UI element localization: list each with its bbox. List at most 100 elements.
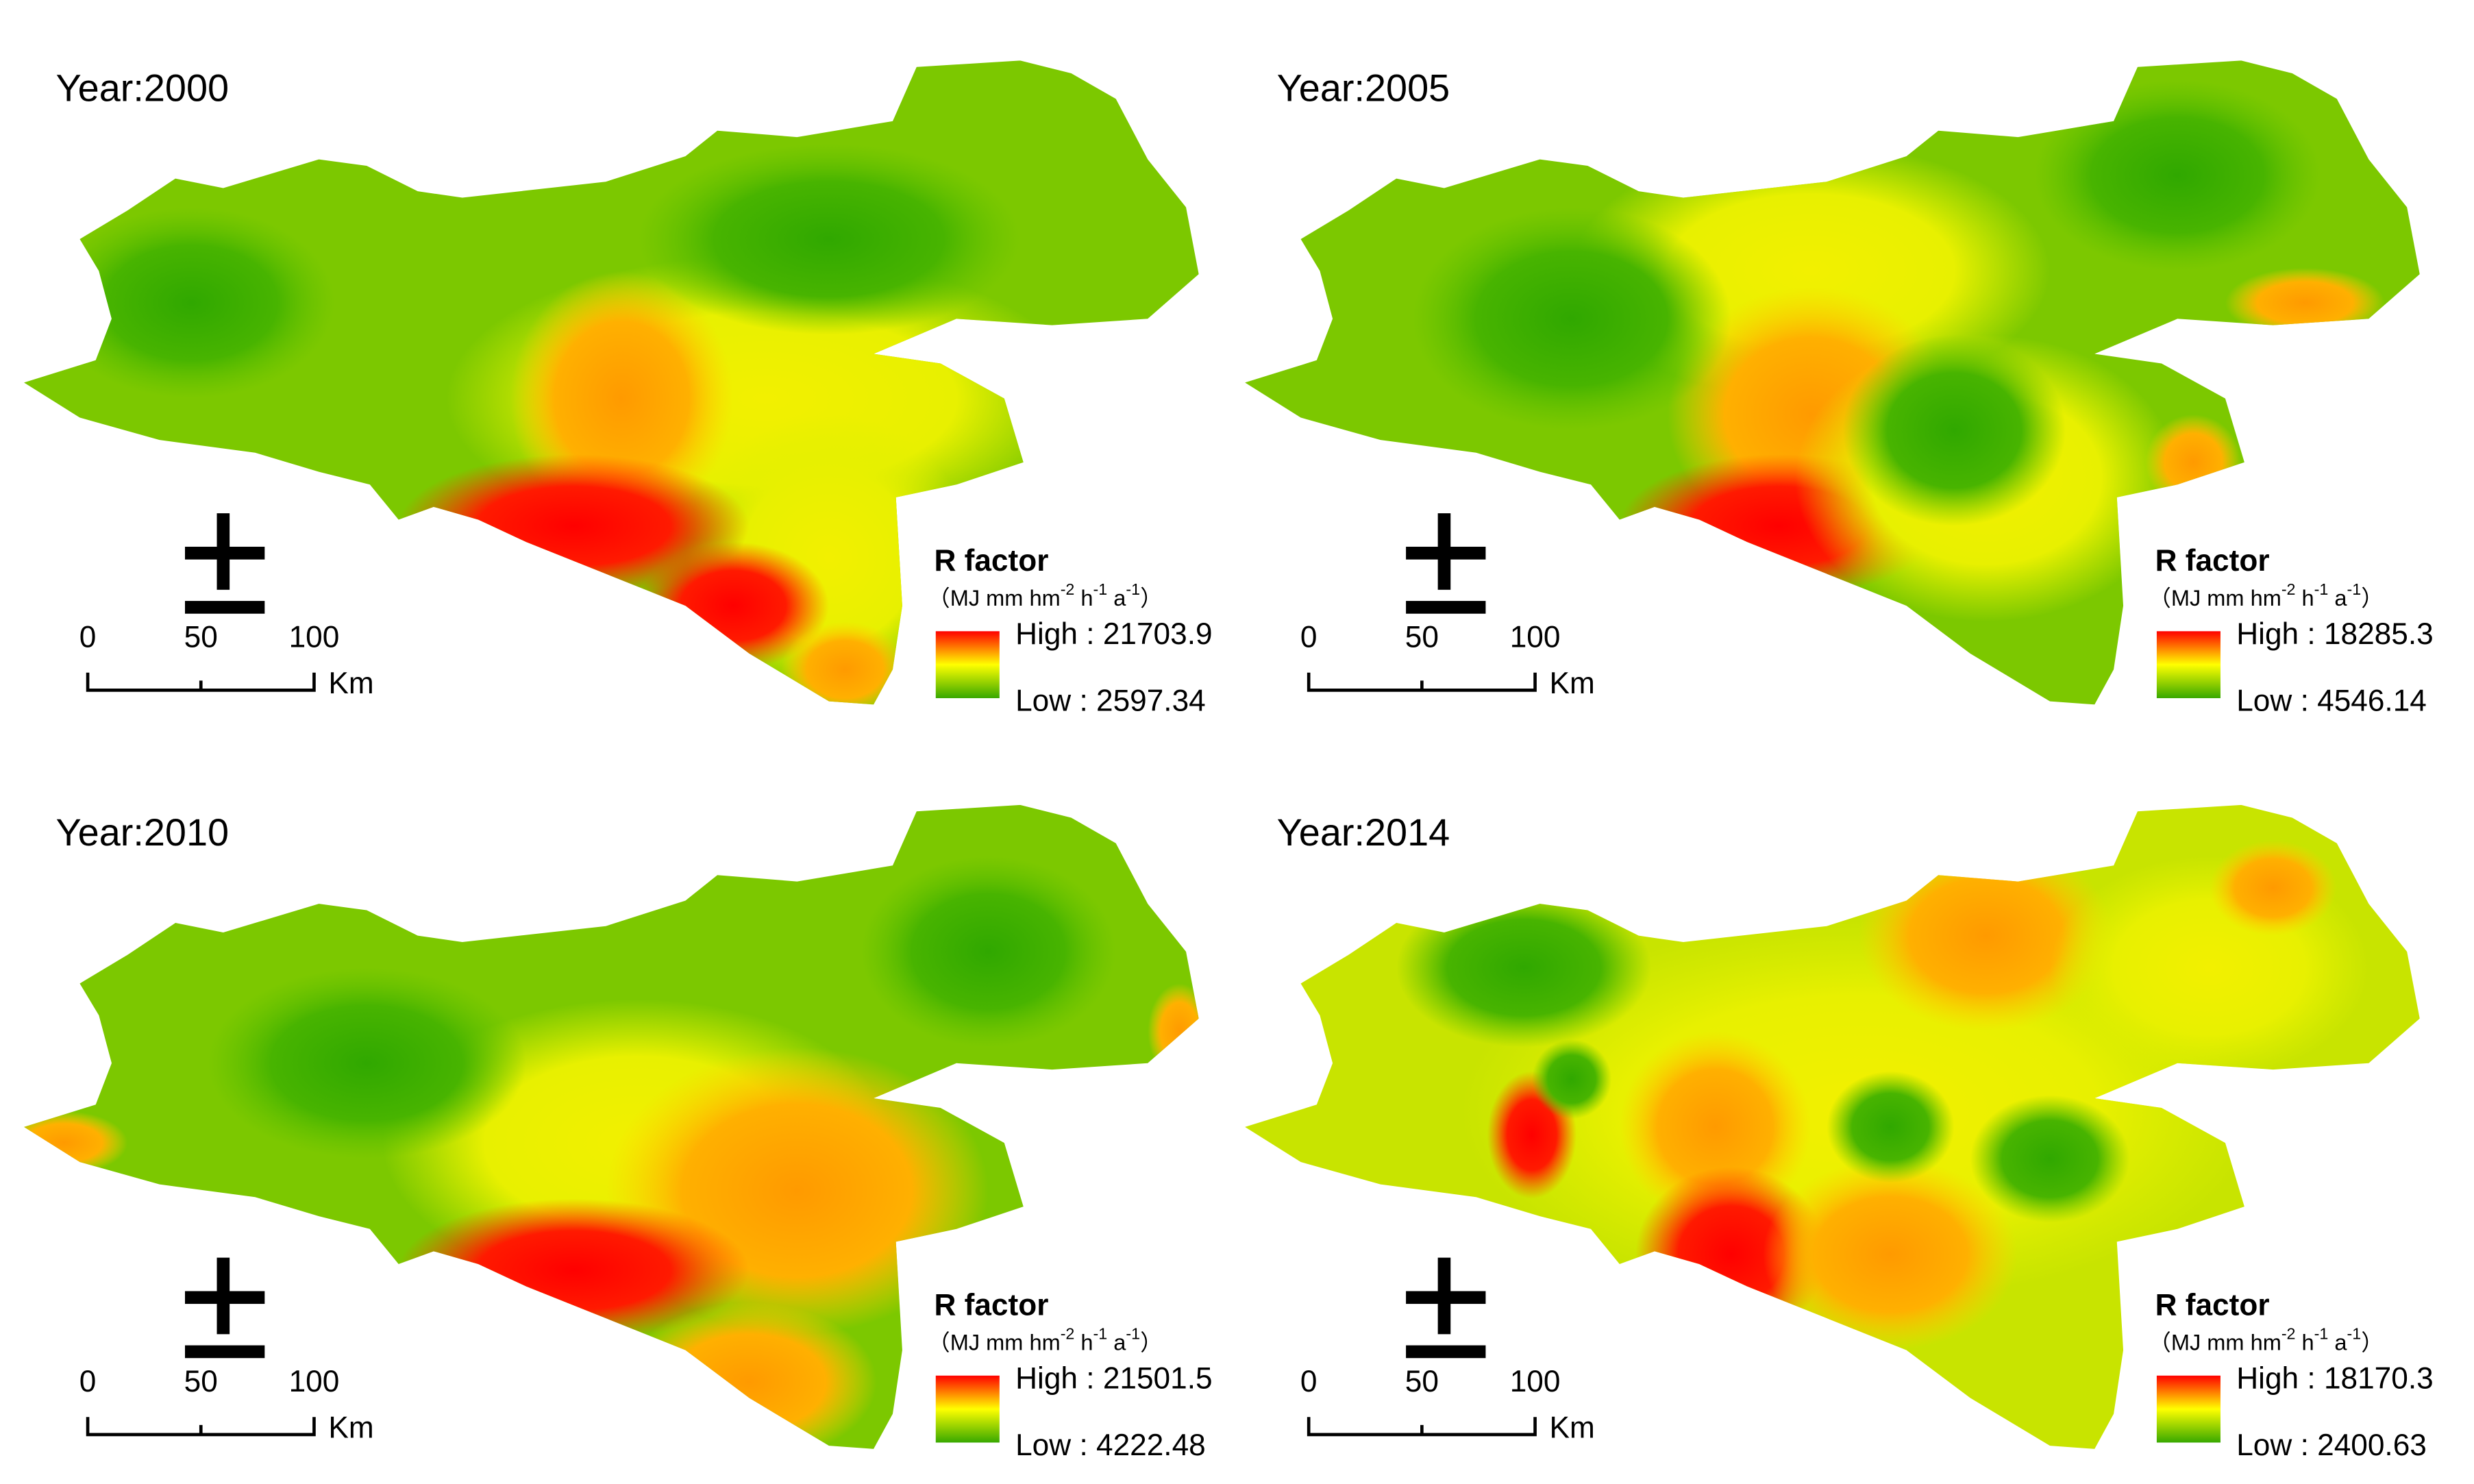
legend-low: Low : 4222.48 xyxy=(1015,1429,1206,1462)
scale-bar xyxy=(1307,672,1537,692)
map-field xyxy=(1827,1071,1955,1183)
scale-unit: Km xyxy=(1550,1411,1595,1445)
map-field xyxy=(1858,840,2114,1032)
scale-label: 50 xyxy=(184,621,218,654)
north-arrow xyxy=(184,601,265,614)
legend-unit-part: -1 xyxy=(1126,1324,1140,1342)
legend-high: High : 21501.5 xyxy=(1015,1361,1212,1395)
legend-ramp xyxy=(935,631,1000,699)
panel-title: Year:2000 xyxy=(56,66,230,109)
legend-unit: （MJ mm hm-2 h-1 a-1） xyxy=(928,580,1163,610)
legend-unit-part: -1 xyxy=(2314,1324,2329,1342)
scale-bar xyxy=(86,1417,316,1437)
north-arrow xyxy=(1406,1345,1486,1359)
legend-unit-part: ） xyxy=(1140,585,1163,610)
legend-low: Low : 2400.63 xyxy=(2236,1429,2427,1462)
legend-unit-part: -1 xyxy=(1126,580,1140,598)
legend-unit-part: a xyxy=(1107,1330,1126,1355)
legend-title: R factor xyxy=(2155,1288,2270,1322)
legend-unit-part: -2 xyxy=(2281,1324,2296,1342)
scale-label: 0 xyxy=(79,621,97,654)
panel-title: Year:2005 xyxy=(1277,66,1450,109)
legend-ramp xyxy=(2156,1375,2221,1443)
scale-label: 0 xyxy=(1300,1365,1318,1398)
legend-unit-part: -1 xyxy=(1093,1324,1108,1342)
north-arrow xyxy=(1406,1291,1486,1304)
scale-unit: Km xyxy=(1550,667,1595,700)
map-field xyxy=(1842,334,2066,526)
map-field xyxy=(1970,1095,2130,1223)
legend-ramp xyxy=(2156,631,2221,699)
scale-label: 100 xyxy=(1510,1365,1561,1398)
legend-unit-part: -1 xyxy=(2347,1324,2362,1342)
map-field xyxy=(861,856,1116,1048)
legend-unit-part: ） xyxy=(2361,1330,2384,1355)
map-field xyxy=(2033,79,2321,271)
legend-low: Low : 2597.34 xyxy=(1015,684,1206,718)
map-field xyxy=(1531,1039,1612,1120)
legend-unit-part: -2 xyxy=(1061,580,1075,598)
legend-unit-part: a xyxy=(1107,585,1126,610)
map-field xyxy=(2225,267,2385,338)
map-field xyxy=(1396,887,1652,1048)
legend-unit-part: h xyxy=(2296,585,2314,610)
panel-title: Year:2014 xyxy=(1277,811,1450,854)
scale-label: 100 xyxy=(289,621,340,654)
scale-label: 50 xyxy=(1405,621,1439,654)
legend-low: Low : 4546.14 xyxy=(2236,684,2427,718)
scale-label: 0 xyxy=(1300,621,1318,654)
legend-unit: （MJ mm hm-2 h-1 a-1） xyxy=(2149,1324,2384,1354)
north-arrow xyxy=(184,1345,265,1359)
legend-unit-part: a xyxy=(2328,585,2347,610)
north-arrow xyxy=(184,547,265,560)
scale-label: 100 xyxy=(289,1365,340,1398)
map-field xyxy=(24,1111,128,1175)
legend-unit-part: -1 xyxy=(1093,580,1108,598)
legend-high: High : 18285.3 xyxy=(2236,617,2433,651)
legend-unit-part: -1 xyxy=(2314,580,2329,598)
north-arrow xyxy=(1406,547,1486,560)
panel-title: Year:2010 xyxy=(56,811,230,854)
north-arrow xyxy=(184,1291,265,1304)
scale-label: 0 xyxy=(79,1365,97,1398)
legend-unit-part: -2 xyxy=(2281,580,2296,598)
legend-unit: （MJ mm hm-2 h-1 a-1） xyxy=(928,1324,1163,1354)
legend-unit-part: -2 xyxy=(1061,1324,1075,1342)
map-field xyxy=(1412,207,1731,431)
legend-unit-part: ） xyxy=(2361,585,2384,610)
legend-unit-part: h xyxy=(1074,1330,1093,1355)
scale-bar xyxy=(1307,1417,1537,1437)
legend-high: High : 18170.3 xyxy=(2236,1361,2433,1395)
legend-unit: （MJ mm hm-2 h-1 a-1） xyxy=(2149,580,2384,610)
scale-unit: Km xyxy=(328,667,373,700)
scale-label: 100 xyxy=(1510,621,1561,654)
legend-unit-part: （MJ mm hm xyxy=(2149,585,2281,610)
legend-unit-part: a xyxy=(2328,1330,2347,1355)
map-field xyxy=(47,207,335,399)
legend-unit-part: （MJ mm hm xyxy=(2149,1330,2281,1355)
legend-high: High : 21703.9 xyxy=(1015,617,1212,651)
scale-label: 50 xyxy=(1405,1365,1439,1398)
map-field xyxy=(2145,414,2242,510)
map-field xyxy=(621,1302,877,1449)
map-field xyxy=(2209,840,2337,936)
legend-unit-part: h xyxy=(2296,1330,2314,1355)
legend-title: R factor xyxy=(934,544,1048,578)
legend-unit-part: -1 xyxy=(2347,580,2362,598)
scale-label: 50 xyxy=(184,1365,218,1398)
legend-unit-part: （MJ mm hm xyxy=(928,1330,1061,1355)
legend-unit-part: h xyxy=(1074,585,1093,610)
map-field xyxy=(637,143,1021,335)
map-field xyxy=(1763,1159,2018,1350)
legend-title: R factor xyxy=(934,1288,1048,1322)
scale-bar xyxy=(86,672,316,692)
map-field xyxy=(781,621,909,705)
north-arrow xyxy=(1406,601,1486,614)
scale-unit: Km xyxy=(328,1411,373,1445)
map-panel: Year:2000 0 50 100 Km R factor（MJ mm hm-2 h-1… xyxy=(24,60,1213,718)
